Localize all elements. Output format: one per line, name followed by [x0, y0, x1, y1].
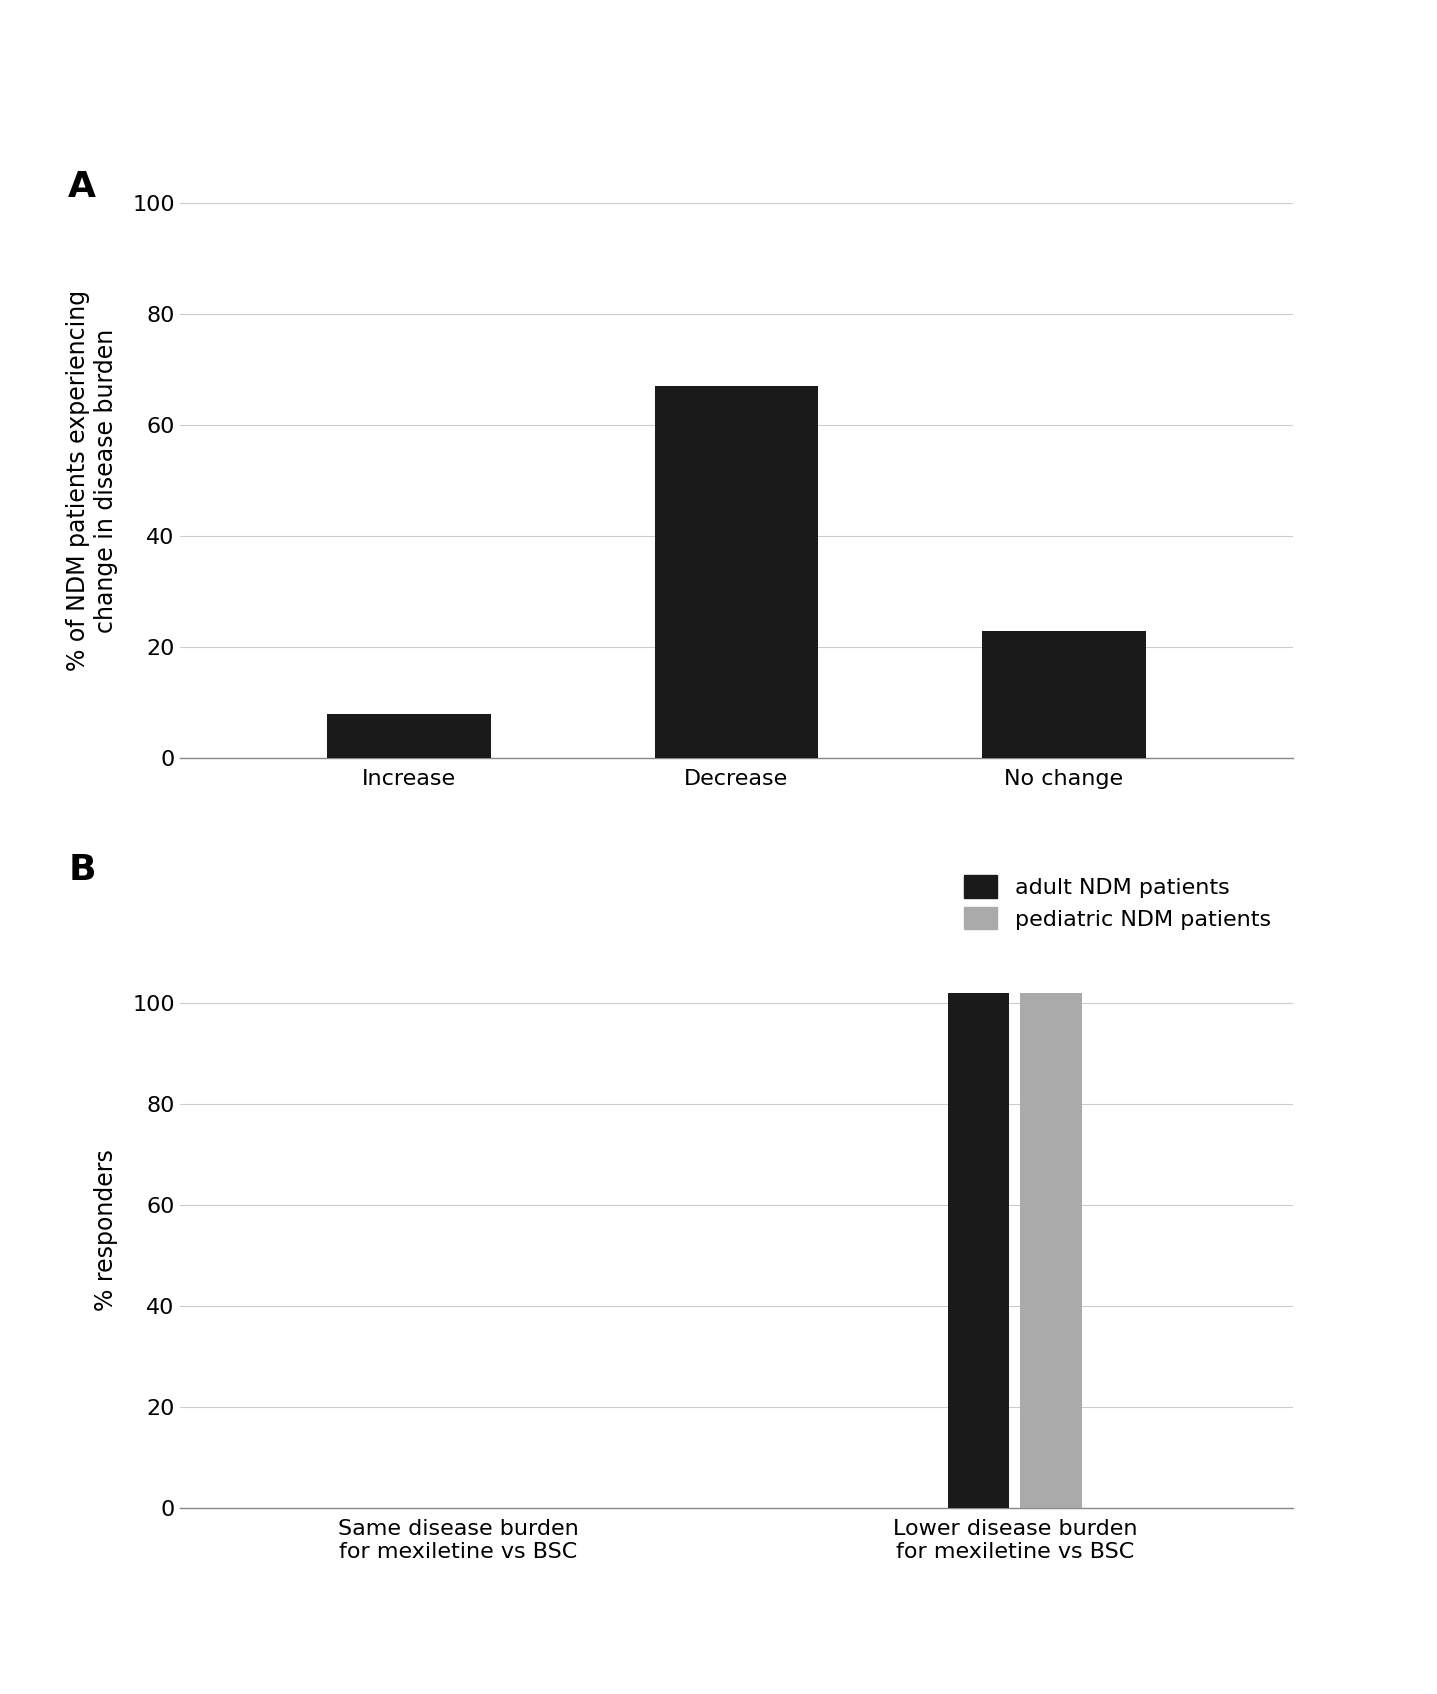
Bar — [328, 713, 491, 759]
Bar — [981, 630, 1145, 759]
Text: A: A — [69, 169, 96, 203]
Y-axis label: % responders: % responders — [95, 1149, 118, 1311]
Bar — [948, 993, 1009, 1508]
Legend: adult NDM patients, pediatric NDM patients: adult NDM patients, pediatric NDM patien… — [953, 864, 1282, 940]
Bar — [1020, 993, 1082, 1508]
Y-axis label: % of NDM patients experiencing
change in disease burden: % of NDM patients experiencing change in… — [66, 290, 118, 671]
Bar — [655, 386, 818, 759]
Text: B: B — [69, 852, 96, 886]
